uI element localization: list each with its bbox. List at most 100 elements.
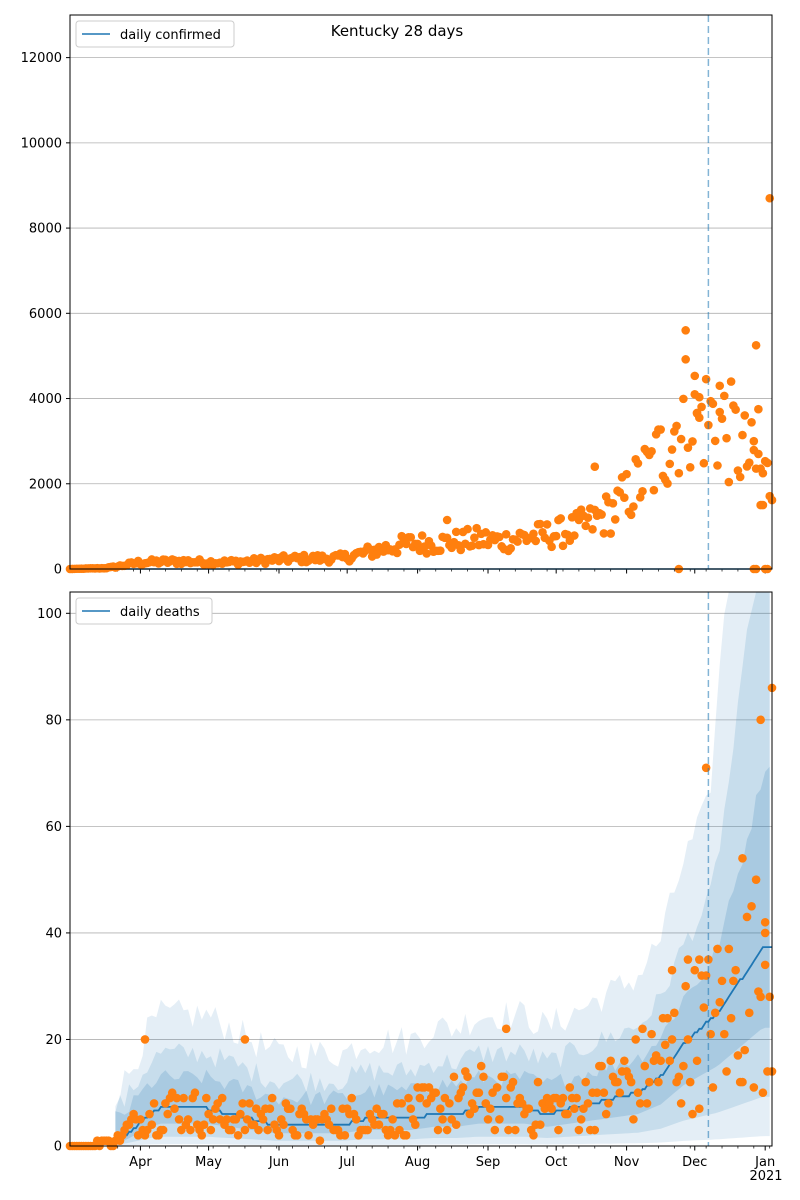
- observed-point: [583, 513, 593, 523]
- figure-title: Kentucky 28 days: [331, 22, 464, 40]
- legend: daily confirmed: [75, 20, 235, 48]
- observed-point: [233, 1131, 243, 1140]
- y-tick-label: 12000: [21, 51, 62, 66]
- observed-point: [433, 1125, 443, 1135]
- observed-point: [690, 389, 700, 399]
- plot-frame: [69, 591, 773, 1147]
- observed-point: [763, 458, 772, 468]
- observed-point: [685, 463, 695, 472]
- x-tick-label: Jun: [268, 1155, 289, 1170]
- observed-point: [438, 1115, 447, 1124]
- legend-box: [75, 597, 213, 625]
- observed-point: [183, 1115, 193, 1124]
- observed-point: [397, 1099, 406, 1108]
- observed-point: [690, 965, 700, 975]
- observed-points: [65, 193, 777, 574]
- observed-point: [647, 1029, 656, 1039]
- observed-point: [631, 1035, 640, 1044]
- observed-point: [292, 1131, 302, 1140]
- observed-point: [749, 436, 759, 446]
- observed-point: [351, 1115, 361, 1124]
- observed-point: [679, 1061, 688, 1071]
- observed-point: [547, 542, 556, 552]
- observed-point: [558, 541, 568, 551]
- observed-point: [590, 1125, 600, 1135]
- observed-point: [731, 965, 740, 975]
- observed-point: [449, 1072, 459, 1082]
- observed-point: [765, 193, 775, 203]
- observed-point: [719, 391, 729, 401]
- deaths-chart: 0 20 40 60 80 100 Apr May Jun Jul Aug Sep Oct Nov Dec…: [37, 591, 783, 1184]
- observed-point: [524, 1104, 534, 1114]
- observed-point: [729, 976, 738, 986]
- observed-point: [667, 445, 677, 454]
- observed-point: [683, 443, 693, 452]
- observed-point: [563, 1109, 572, 1119]
- x-tick-label: Nov: [614, 1155, 640, 1170]
- observed-point: [733, 466, 743, 475]
- observed-point: [483, 1115, 493, 1124]
- observed-point: [697, 402, 706, 412]
- observed-point: [238, 1099, 247, 1108]
- observed-point: [481, 528, 491, 537]
- observed-point: [451, 527, 461, 537]
- observed-point: [751, 875, 761, 884]
- observed-point: [665, 1056, 675, 1066]
- y-tick-label: 40: [45, 926, 62, 941]
- observed-point: [533, 1077, 543, 1087]
- observed-point: [542, 520, 552, 529]
- observed-point: [535, 519, 545, 529]
- observed-point: [286, 1104, 295, 1114]
- observed-point: [708, 1083, 718, 1092]
- observed-point: [392, 548, 402, 558]
- observed-point: [685, 1077, 695, 1087]
- observed-point: [717, 414, 727, 423]
- observed-point: [222, 1115, 232, 1124]
- observed-point: [442, 533, 452, 543]
- y-tick-label: 4000: [29, 392, 62, 407]
- observed-point: [638, 1024, 647, 1034]
- x-tick-label: Jan: [754, 1155, 775, 1170]
- observed-point: [510, 1125, 520, 1135]
- observed-point: [499, 1072, 509, 1082]
- observed-point: [529, 529, 538, 539]
- observed-point: [570, 531, 579, 540]
- observed-point: [163, 1109, 172, 1119]
- observed-point: [442, 515, 452, 525]
- observed-point: [726, 377, 736, 386]
- observed-point: [583, 1099, 593, 1108]
- observed-point: [599, 1088, 609, 1098]
- observed-point: [463, 524, 472, 534]
- observed-point: [744, 1008, 754, 1018]
- observed-point: [531, 536, 541, 546]
- observed-point: [749, 1083, 759, 1092]
- observed-point: [601, 1109, 611, 1119]
- observed-point: [692, 1056, 702, 1066]
- observed-point: [660, 1040, 670, 1050]
- observed-point: [467, 541, 477, 550]
- y-tick-label: 0: [54, 1140, 62, 1155]
- year-label: 2021: [749, 1169, 782, 1184]
- observed-point: [592, 1088, 602, 1098]
- observed-point: [145, 1109, 154, 1119]
- observed-point: [565, 1083, 575, 1092]
- observed-point: [136, 1115, 145, 1124]
- observed-point: [674, 468, 684, 478]
- observed-point: [620, 493, 629, 502]
- observed-point: [158, 1125, 168, 1135]
- observed-point: [731, 405, 740, 414]
- observed-point: [404, 1093, 413, 1103]
- observed-point: [695, 1104, 704, 1114]
- observed-point: [715, 381, 725, 391]
- uncertainty-band: [115, 592, 770, 1145]
- observed-point: [756, 992, 765, 1002]
- observed-point: [613, 1077, 622, 1087]
- observed-point: [606, 529, 615, 538]
- observed-point: [740, 1045, 750, 1055]
- observed-point: [642, 1099, 652, 1108]
- observed-point: [554, 1125, 563, 1135]
- observed-point: [622, 469, 631, 479]
- observed-point: [581, 521, 591, 531]
- uncertainty-band: [115, 766, 770, 1143]
- observed-point: [724, 477, 734, 487]
